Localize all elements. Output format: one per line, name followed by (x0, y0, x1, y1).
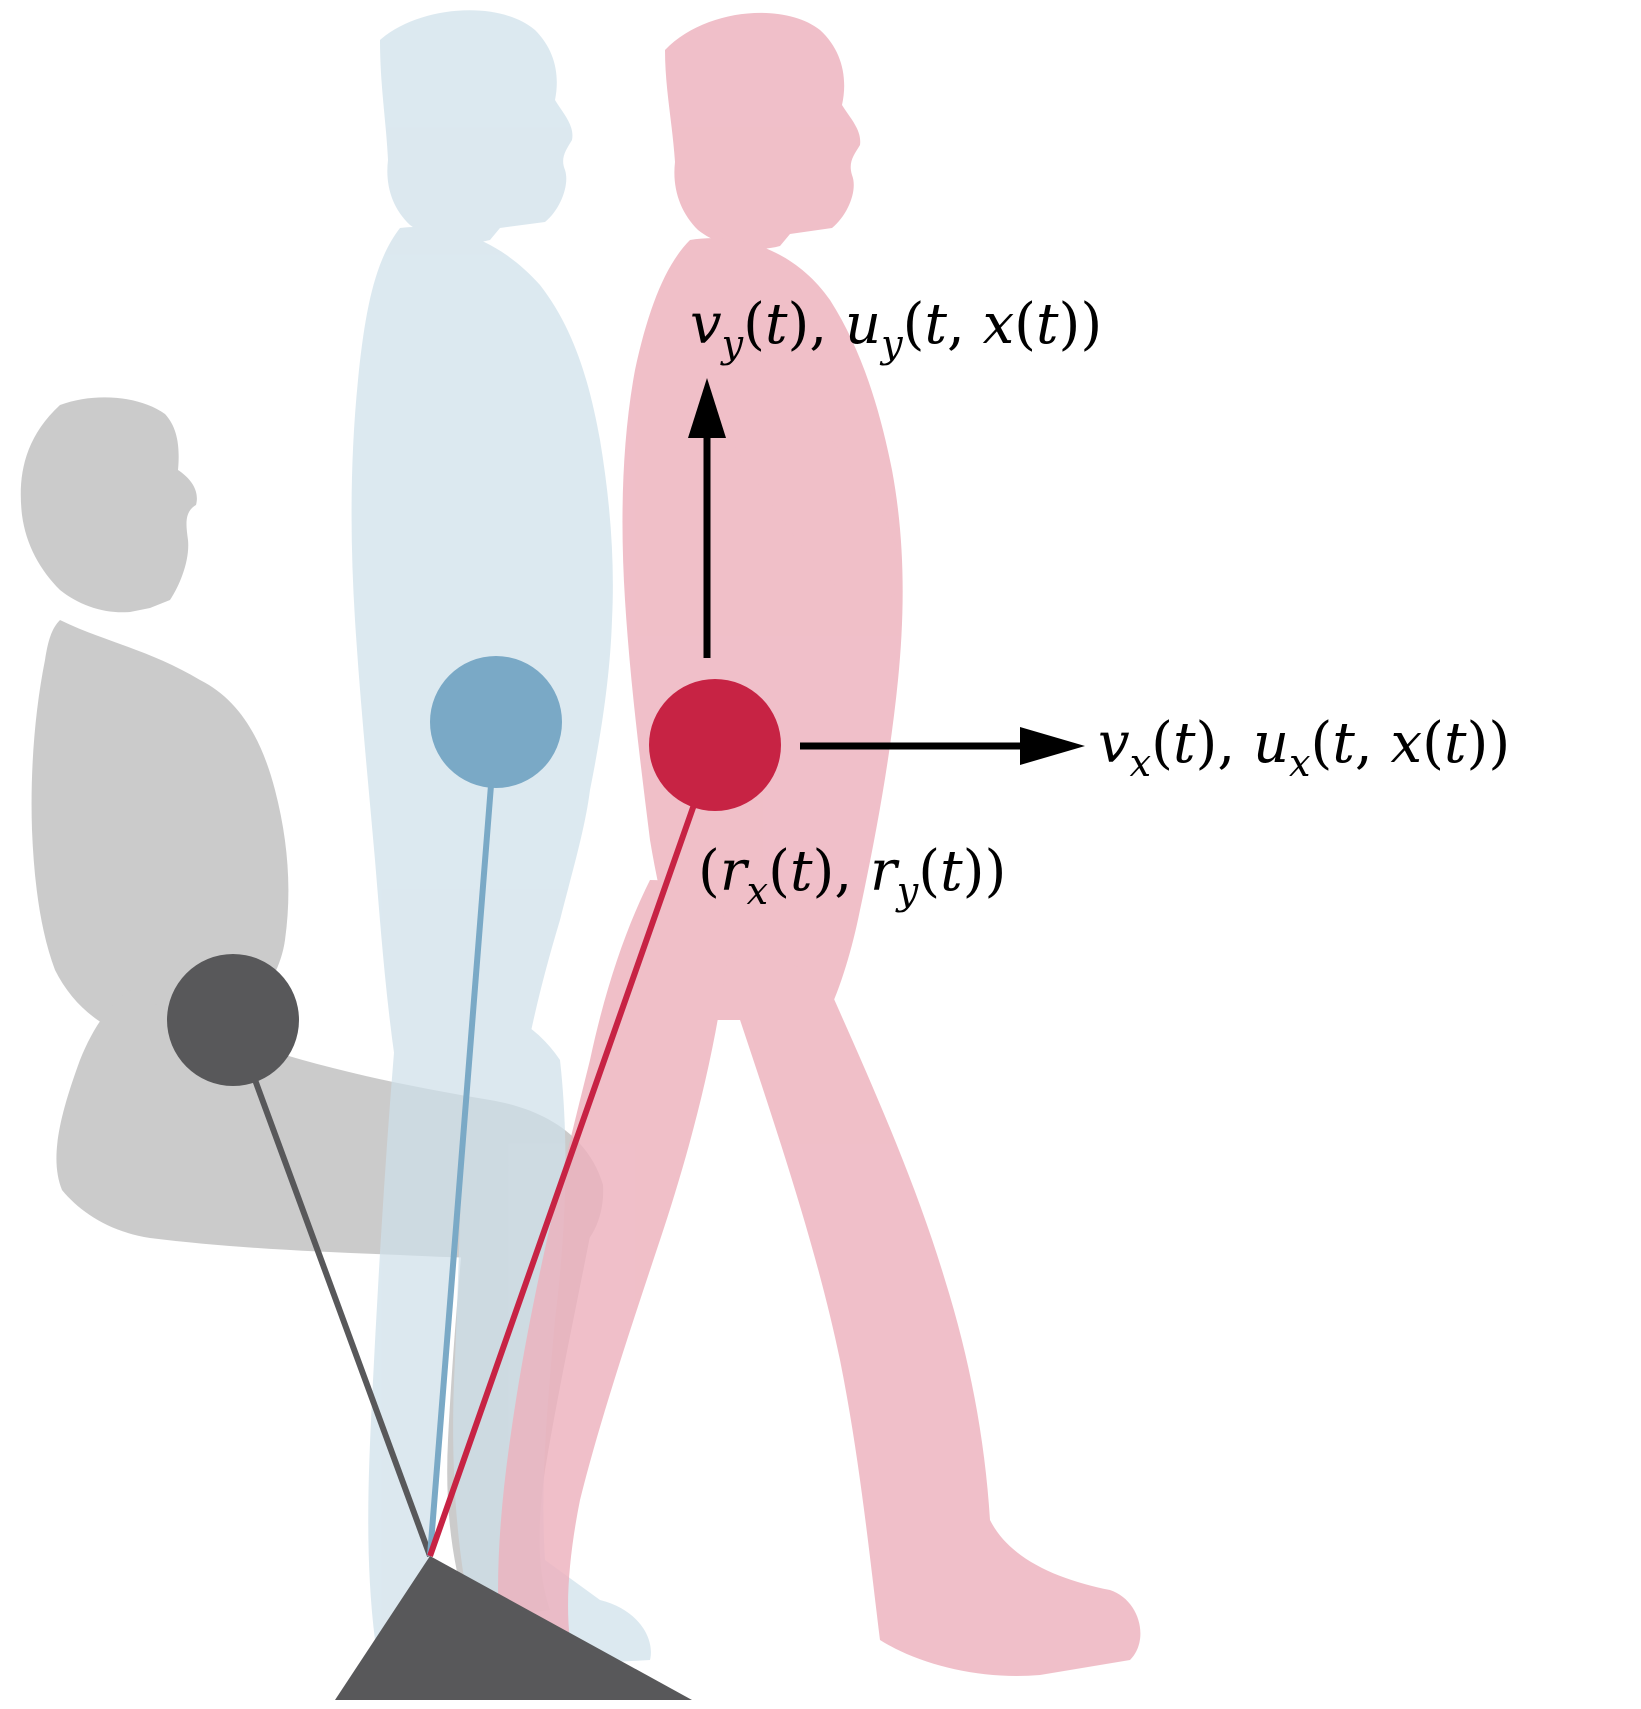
standing-head (380, 10, 573, 244)
uy-subscript: y (879, 322, 903, 366)
vx-subscript: x (1130, 741, 1151, 785)
uy-time: t (924, 292, 947, 357)
rx-time: t (790, 839, 813, 904)
sitting-head (20, 397, 197, 613)
standing-pendulum-rod (427, 721, 499, 1557)
ux-state: x (1391, 711, 1423, 776)
rx-symbol: r (720, 839, 750, 904)
sitting-pendulum-rod (230, 1018, 433, 1558)
walking-leg-front (720, 956, 1141, 1676)
walking-center-of-mass (649, 679, 781, 811)
uy-state: x (983, 292, 1015, 357)
standing-center-of-mass (430, 656, 562, 788)
vx-symbol: v (1098, 711, 1130, 776)
standing-torso (351, 226, 613, 1060)
horizontal-velocity-label: vx(t), ux(t, x(t)) (1098, 711, 1510, 785)
vx-time: t (1173, 711, 1196, 776)
position-label: (rx(t), ry(t)) (698, 839, 1006, 913)
sitting-torso (31, 620, 289, 1042)
ux-state-time: t (1444, 711, 1467, 776)
walking-head (665, 12, 861, 250)
walking-pendulum-rod (427, 744, 718, 1557)
vy-time: t (765, 292, 788, 357)
uy-state-time: t (1036, 292, 1059, 357)
standing-leg-back (368, 1038, 470, 1640)
rx-subscript: x (747, 869, 768, 913)
vy-subscript: y (720, 322, 744, 366)
sitting-center-of-mass (167, 954, 299, 1086)
ry-time: t (940, 839, 963, 904)
walking-person-silhouette (498, 12, 1141, 1676)
vertical-velocity-arrowhead (688, 378, 726, 438)
standing-person-silhouette (351, 10, 651, 1665)
uy-symbol: u (845, 292, 881, 357)
ry-subscript: y (895, 869, 919, 913)
walking-leg-back (498, 880, 730, 1640)
ux-time: t (1332, 711, 1355, 776)
walking-arm (707, 330, 901, 602)
foot-support-triangle (335, 1556, 692, 1700)
vy-symbol: v (690, 292, 722, 357)
ry-symbol: r (870, 839, 900, 904)
ux-symbol: u (1253, 711, 1289, 776)
vertical-velocity-label: vy(t), uy(t, x(t)) (690, 292, 1102, 366)
horizontal-velocity-arrowhead (1020, 727, 1085, 765)
ux-subscript: x (1289, 741, 1310, 785)
